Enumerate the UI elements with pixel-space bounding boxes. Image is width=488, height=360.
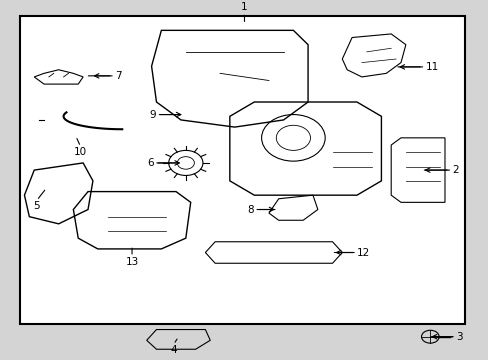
Text: 9: 9 [149,109,156,120]
Text: 1: 1 [241,3,247,13]
Text: 12: 12 [356,248,369,257]
Text: 4: 4 [170,345,177,355]
Text: 13: 13 [125,257,139,267]
Text: 10: 10 [74,147,87,157]
Text: 7: 7 [115,71,122,81]
FancyBboxPatch shape [20,16,464,324]
Text: 3: 3 [455,332,462,342]
Text: 8: 8 [247,204,254,215]
Text: 5: 5 [33,201,40,211]
Text: 2: 2 [451,165,458,175]
Text: 6: 6 [147,158,154,168]
Text: 11: 11 [425,62,438,72]
